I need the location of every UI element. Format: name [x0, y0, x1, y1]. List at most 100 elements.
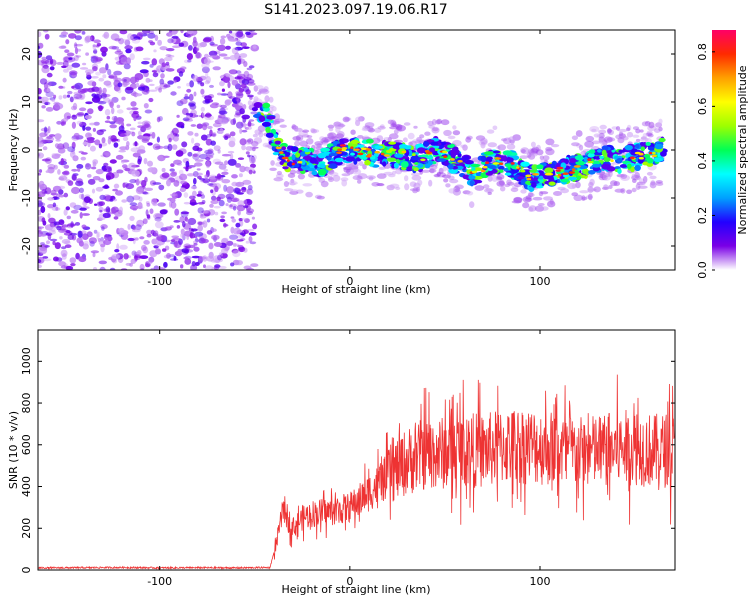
ridge-peak: [573, 165, 581, 168]
noise-blob: [90, 250, 100, 254]
noise-blob: [211, 132, 217, 138]
noise-blob: [209, 203, 214, 208]
noise-blob: [196, 78, 204, 82]
noise-blob: [111, 253, 121, 260]
ridge-peak: [498, 162, 504, 165]
ridge-halo: [513, 197, 523, 204]
noise-blob: [236, 235, 244, 239]
noise-blob: [91, 76, 99, 79]
noise-blob: [151, 58, 158, 66]
ridge-halo: [389, 183, 400, 189]
noise-blob: [41, 217, 46, 223]
ridge-peak: [510, 162, 515, 165]
ridge-peak: [337, 148, 342, 152]
ridge-halo: [571, 184, 576, 189]
noise-blob: [104, 234, 109, 241]
ridge-halo: [551, 144, 560, 148]
noise-blob: [223, 168, 228, 172]
noise-blob: [89, 240, 95, 247]
noise-blob: [55, 139, 61, 142]
noise-blob: [99, 194, 106, 201]
ridge-blob: [450, 148, 460, 155]
ridge-halo: [268, 96, 274, 103]
noise-blob: [234, 46, 243, 51]
ridge-blob: [416, 147, 426, 154]
noise-blob: [108, 74, 118, 79]
ridge-blob: [601, 149, 607, 157]
noise-blob: [148, 79, 153, 82]
noise-blob: [100, 224, 108, 230]
noise-blob: [65, 265, 74, 270]
ridge-halo: [642, 133, 648, 138]
noise-blob: [167, 143, 173, 152]
noise-blob: [132, 225, 136, 231]
noise-blob: [146, 233, 152, 238]
ridge-peak: [568, 171, 575, 174]
noise-blob: [121, 96, 126, 101]
noise-blob: [221, 88, 225, 92]
noise-blob: [247, 120, 252, 128]
noise-blob: [134, 237, 139, 241]
noise-blob: [145, 209, 149, 217]
ridge-blob: [424, 163, 431, 169]
ridge-blob: [410, 155, 420, 161]
x-tick-label: -100: [147, 575, 172, 588]
ridge-blob: [393, 162, 399, 169]
noise-blob: [109, 159, 117, 164]
noise-blob: [130, 101, 137, 107]
noise-blob: [119, 146, 128, 151]
noise-blob: [220, 248, 229, 254]
noise-blob: [91, 96, 101, 103]
noise-blob: [71, 174, 77, 181]
noise-blob: [156, 116, 161, 123]
noise-blob: [217, 149, 221, 154]
noise-blob: [114, 38, 121, 42]
noise-blob: [191, 255, 201, 259]
noise-blob: [209, 103, 219, 109]
noise-blob: [151, 70, 157, 73]
noise-blob: [218, 163, 227, 170]
ridge-halo: [585, 135, 595, 142]
noise-blob: [111, 107, 115, 115]
ridge-halo: [632, 178, 637, 183]
ridge-halo: [571, 135, 579, 141]
noise-blob: [131, 131, 136, 137]
ridge-halo: [377, 125, 386, 130]
ridge-halo: [608, 185, 613, 189]
noise-blob: [180, 40, 189, 48]
noise-blob: [238, 218, 243, 222]
noise-blob: [213, 242, 222, 247]
noise-blob: [81, 193, 85, 200]
ridge-peak: [449, 158, 455, 161]
noise-blob: [123, 79, 127, 82]
noise-blob: [100, 46, 108, 53]
ridge-halo: [607, 128, 612, 133]
ridge-blob: [266, 115, 276, 120]
noise-blob: [170, 201, 177, 209]
ridge-halo: [316, 195, 325, 200]
ridge-blob: [304, 148, 310, 153]
noise-blob: [98, 143, 103, 149]
noise-blob: [58, 45, 67, 50]
noise-blob: [134, 224, 142, 231]
noise-blob: [227, 158, 237, 166]
noise-blob: [219, 128, 224, 134]
noise-blob: [178, 169, 184, 175]
noise-blob: [208, 55, 218, 58]
noise-blob: [241, 187, 247, 191]
ridge-halo: [646, 171, 653, 176]
ridge-peak: [281, 156, 289, 160]
ridge-halo: [287, 173, 296, 178]
ridge-blob: [470, 163, 481, 168]
noise-blob: [41, 100, 50, 105]
noise-blob: [79, 92, 86, 100]
noise-blob: [155, 243, 162, 247]
noise-blob: [129, 215, 135, 222]
noise-blob: [214, 185, 219, 193]
noise-blob: [61, 253, 67, 260]
noise-blob: [136, 149, 146, 154]
ridge-blob: [574, 155, 584, 161]
ridge-blob: [290, 146, 299, 153]
noise-blob: [41, 61, 48, 69]
noise-blob: [65, 39, 70, 45]
